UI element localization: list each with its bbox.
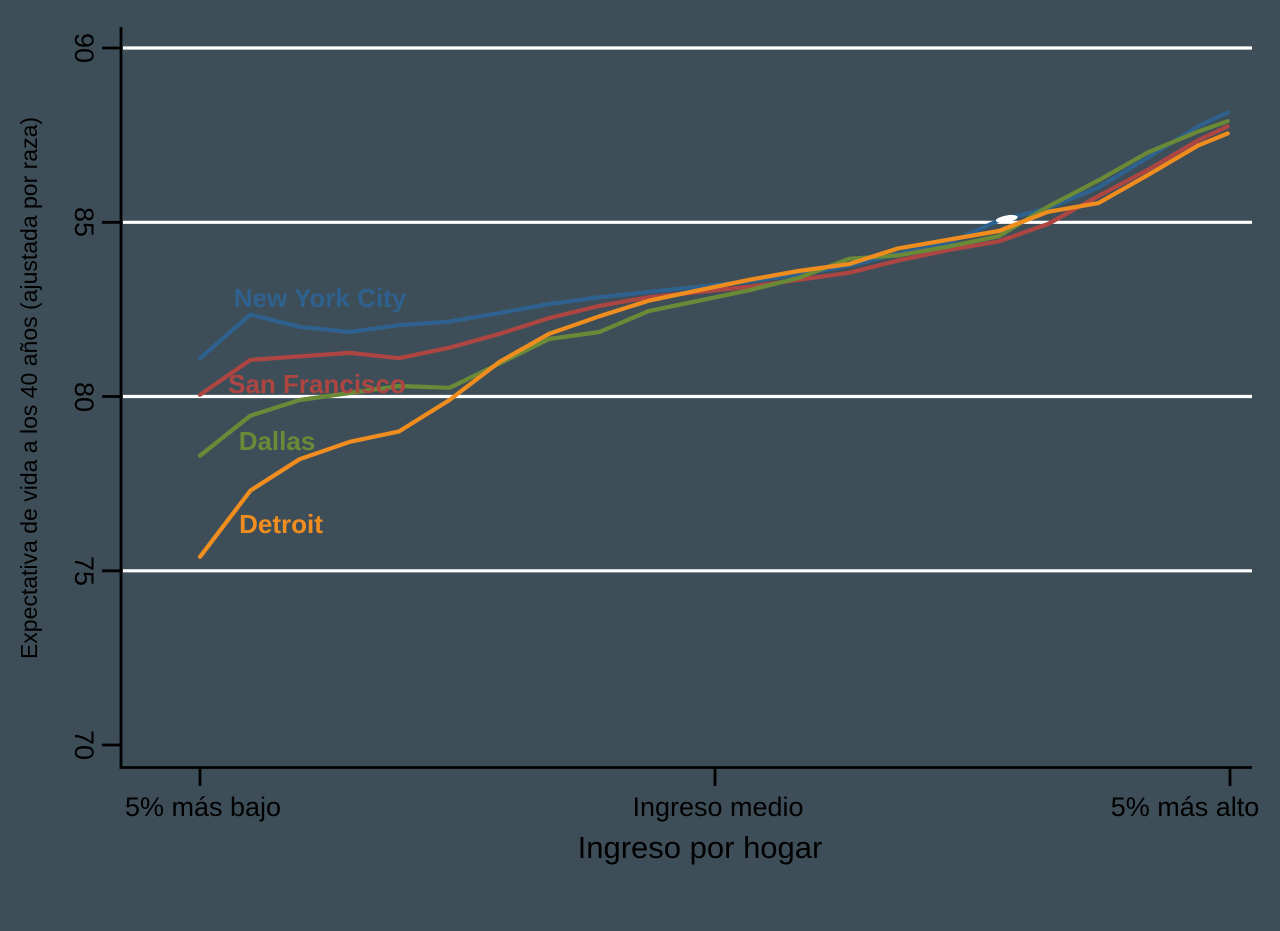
x-axis-title: Ingreso por hogar (578, 830, 823, 865)
series-lines-layer (197, 110, 1230, 559)
marker-layer (995, 214, 1018, 223)
y-tick-label-80: 80 (69, 382, 99, 412)
series-line-dallas (197, 119, 1230, 458)
series-label-san-francisco: San Francisco (228, 369, 406, 399)
series-line-san-francisco (197, 124, 1230, 397)
series-label-detroit: Detroit (239, 509, 323, 539)
y-tick-label-85: 85 (69, 207, 99, 237)
series-label-dallas: Dallas (239, 426, 316, 456)
y-axis-title: Expectativa de vida a los 40 años (ajust… (16, 117, 42, 659)
y-tick-label-70: 70 (69, 730, 99, 760)
y-tick-label-75: 75 (69, 556, 99, 586)
x-tick-label-lowest: 5% más bajo (125, 792, 281, 822)
series-line-detroit (197, 131, 1230, 559)
axes-layer (102, 27, 1252, 786)
x-tick-label-middle: Ingreso medio (632, 792, 803, 822)
y-tick-label-90: 90 (69, 33, 99, 63)
x-tick-label-highest: 5% más alto (1111, 792, 1260, 822)
series-label-new-york-city: New York City (234, 283, 407, 313)
gridline-gap-marker (995, 214, 1018, 223)
series-line-new-york-city (197, 110, 1230, 361)
